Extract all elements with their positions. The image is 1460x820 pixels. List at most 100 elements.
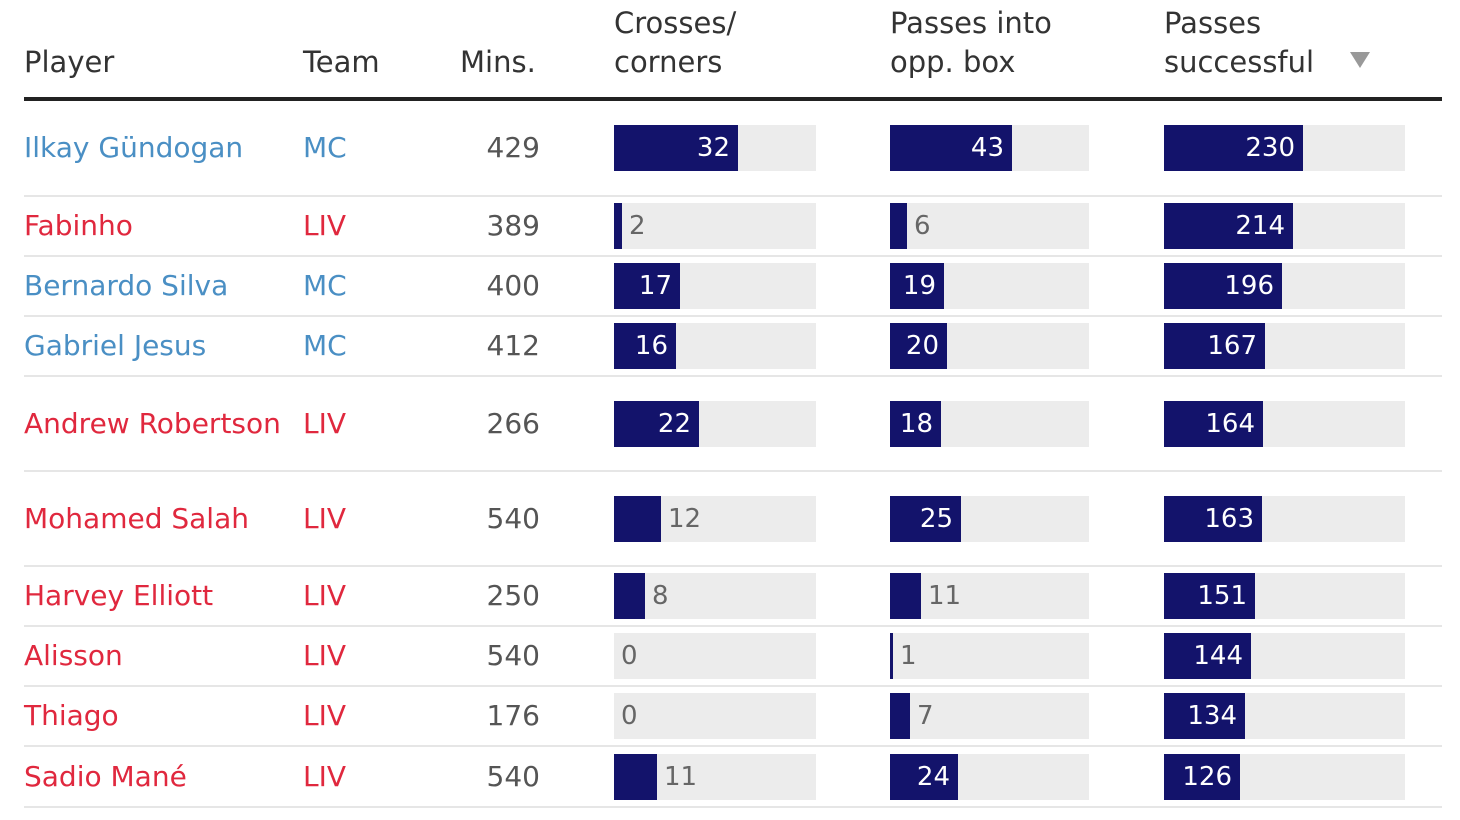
minutes-value: 250 (486, 579, 540, 612)
passes-success-bar-track: 163 (1164, 495, 1405, 542)
passes-box-bar (890, 573, 921, 619)
header-crosses-line2: corners (614, 45, 723, 79)
header-passes-box-line1: Passes into (890, 6, 1052, 40)
team-link[interactable]: LIV (303, 699, 347, 732)
passes-success-bar-track: 151 (1164, 573, 1405, 619)
minutes-value: 429 (486, 131, 540, 164)
table-row: Harvey Elliott LIV 250 8 11 151 (24, 567, 1442, 627)
minutes-value: 389 (486, 209, 540, 242)
minutes-value: 540 (486, 759, 540, 793)
player-name-link[interactable]: Gabriel Jesus (24, 329, 207, 362)
sort-desc-icon[interactable] (1350, 52, 1370, 68)
crosses-bar-track: 17 (614, 263, 816, 309)
crosses-value-label: 17 (638, 271, 672, 301)
passes-success-value-label: 144 (1193, 641, 1243, 671)
crosses-bar-track: 0 (614, 693, 816, 739)
player-name-link[interactable]: Alisson (24, 639, 123, 672)
passes-box-value-label: 1 (900, 641, 917, 671)
team-link[interactable]: LIV (303, 406, 347, 440)
passes-box-bar-track: 20 (890, 323, 1089, 369)
minutes-value: 176 (486, 699, 540, 732)
player-name-link[interactable]: Sadio Mané (24, 759, 187, 793)
passes-success-bar (1164, 495, 1262, 542)
passes-success-bar-track: 230 (1164, 125, 1405, 171)
table-header: Player Team Mins. Crosses/ corners Passe… (24, 0, 1442, 101)
header-passes-box[interactable]: Passes into opp. box (890, 4, 1052, 82)
table-row: Alisson LIV 540 0 1 144 (24, 627, 1442, 687)
minutes-value: 540 (486, 501, 540, 535)
passes-box-bar-track: 6 (890, 203, 1089, 249)
passes-success-bar (1164, 573, 1255, 619)
header-crosses-line1: Crosses/ (614, 6, 737, 40)
passes-box-bar (890, 125, 1012, 171)
crosses-bar (614, 203, 622, 249)
passes-box-bar (890, 263, 944, 309)
header-passes-successful[interactable]: Passes successful (1164, 4, 1314, 82)
crosses-bar (614, 753, 657, 800)
player-name-link[interactable]: Ilkay Gündogan (24, 131, 244, 164)
crosses-bar-track: 12 (614, 495, 816, 542)
team-link[interactable]: LIV (303, 501, 347, 535)
crosses-bar-track: 2 (614, 203, 816, 249)
table-row: Mohamed Salah LIV 540 12 25 163 (24, 472, 1442, 567)
header-team[interactable]: Team (303, 45, 380, 79)
header-passes-box-line2: opp. box (890, 45, 1016, 79)
player-name-link[interactable]: Mohamed Salah (24, 501, 249, 535)
team-link[interactable]: LIV (303, 639, 347, 672)
table-row: Thiago LIV 176 0 7 134 (24, 687, 1442, 747)
crosses-bar-track: 32 (614, 125, 816, 171)
passes-box-value-label: 24 (916, 761, 950, 792)
team-link[interactable]: MC (303, 269, 347, 302)
player-name-link[interactable]: Thiago (24, 699, 119, 732)
passes-box-bar (890, 203, 907, 249)
passes-box-bar-track: 43 (890, 125, 1089, 171)
passes-success-bar (1164, 693, 1245, 739)
passes-box-value-label: 11 (928, 581, 962, 611)
team-link[interactable]: MC (303, 329, 347, 362)
table-row: Gabriel Jesus MC 412 16 20 167 (24, 317, 1442, 377)
passes-box-bar (890, 495, 961, 542)
team-link[interactable]: LIV (303, 209, 347, 242)
crosses-bar-track: 11 (614, 753, 816, 800)
crosses-bar-track: 22 (614, 400, 816, 447)
passes-success-bar (1164, 400, 1263, 447)
header-crosses[interactable]: Crosses/ corners (614, 4, 736, 82)
crosses-bar (614, 263, 680, 309)
passes-success-bar (1164, 263, 1282, 309)
team-link[interactable]: MC (303, 131, 347, 164)
crosses-value-label: 12 (668, 503, 702, 534)
header-passes-successful-line1: Passes (1164, 6, 1262, 40)
passes-box-value-label: 7 (917, 701, 934, 731)
crosses-value-label: 0 (621, 641, 638, 671)
player-name-link[interactable]: Andrew Robertson (24, 406, 281, 440)
passes-success-bar-track: 167 (1164, 323, 1405, 369)
passes-success-bar-track: 214 (1164, 203, 1405, 249)
passes-box-bar-track: 25 (890, 495, 1089, 542)
player-name-link[interactable]: Fabinho (24, 209, 133, 242)
team-link[interactable]: LIV (303, 579, 347, 612)
crosses-value-label: 0 (621, 701, 638, 731)
passes-success-value-label: 151 (1197, 581, 1247, 611)
player-name-link[interactable]: Harvey Elliott (24, 579, 214, 612)
header-player[interactable]: Player (24, 45, 115, 79)
crosses-value-label: 16 (634, 331, 668, 361)
passes-box-bar (890, 323, 947, 369)
team-link[interactable]: LIV (303, 759, 347, 793)
table-row: Sadio Mané LIV 540 11 24 126 (24, 747, 1442, 808)
header-passes-successful-line2: successful (1164, 45, 1315, 79)
crosses-bar (614, 495, 661, 542)
passes-box-bar (890, 633, 893, 679)
passes-success-bar-track: 134 (1164, 693, 1405, 739)
passes-box-bar (890, 693, 910, 739)
passes-box-bar-track: 1 (890, 633, 1089, 679)
crosses-value-label: 32 (696, 133, 730, 163)
passes-success-bar (1164, 125, 1303, 171)
passes-success-value-label: 163 (1204, 503, 1254, 534)
passes-success-bar-track: 144 (1164, 633, 1405, 679)
crosses-bar (614, 125, 738, 171)
player-name-link[interactable]: Bernardo Silva (24, 269, 229, 302)
minutes-value: 412 (486, 329, 540, 362)
passes-box-value-label: 6 (914, 211, 931, 241)
header-mins[interactable]: Mins. (460, 45, 536, 79)
table-row: Bernardo Silva MC 400 17 19 196 (24, 257, 1442, 317)
